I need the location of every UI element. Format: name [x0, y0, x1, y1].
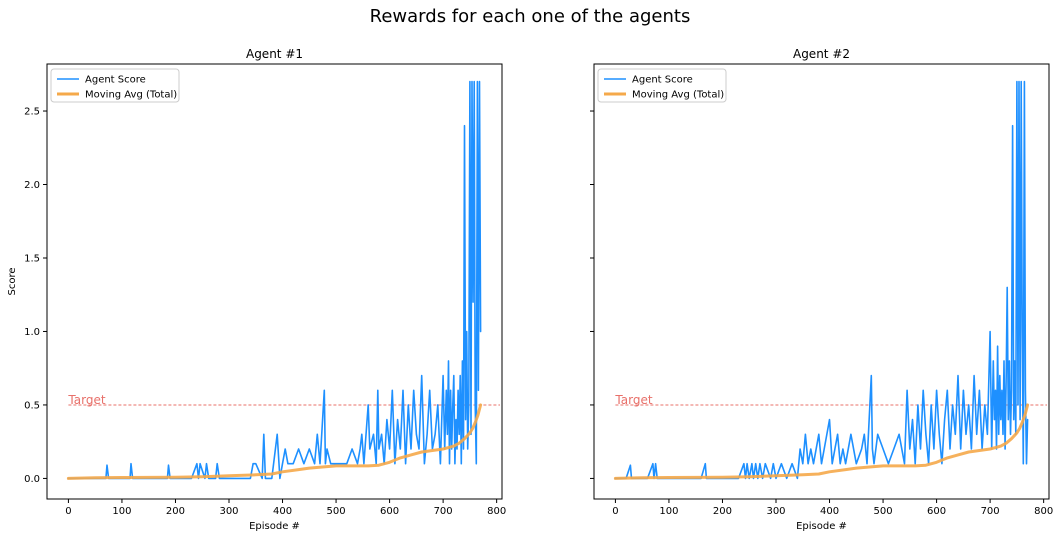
moving-avg-line [613, 403, 1030, 480]
y-tick-label: 0.0 [24, 474, 40, 485]
legend: Agent Score Moving Avg (Total) [50, 68, 180, 103]
x-tick-label: 500 [874, 506, 893, 517]
legend-label: Agent Score [632, 75, 693, 86]
plot-area [66, 80, 500, 480]
agent-score-line [67, 80, 482, 480]
x-tick-label: 200 [166, 506, 185, 517]
x-axis-label: Episode # [796, 521, 847, 532]
x-tick-label: 100 [659, 506, 678, 517]
x-tick-label: 100 [112, 506, 131, 517]
chart-panel-1: Agent #1 0 100 200 300 400 500 600 700 800 0.0 0.5 1… [7, 47, 506, 532]
y-tick-label: 2.0 [24, 180, 40, 191]
y-tick-label: 1.5 [24, 253, 40, 264]
plot-frame [46, 63, 503, 500]
target-label: Target [614, 393, 652, 407]
x-tick-label: 700 [434, 506, 453, 517]
x-tick-label: 600 [380, 506, 399, 517]
x-tick-label: 300 [766, 506, 785, 517]
chart-panel-2: Agent #2 0 100 200 300 400 500 600 700 800 Episode… [590, 47, 1053, 532]
x-axis-label: Episode # [249, 521, 300, 532]
x-tick-label: 0 [612, 506, 618, 517]
y-tick-label: 1.0 [24, 327, 40, 338]
x-tick-label: 300 [219, 506, 238, 517]
x-tick-label: 0 [65, 506, 71, 517]
x-tick-label: 800 [1034, 506, 1053, 517]
legend-label: Moving Avg (Total) [632, 90, 724, 101]
x-tick-label: 600 [927, 506, 946, 517]
moving-avg-line [66, 403, 483, 480]
x-tick-label: 400 [273, 506, 292, 517]
legend-label: Moving Avg (Total) [85, 90, 177, 101]
plot-frame [593, 63, 1050, 500]
plot-area [613, 80, 1047, 480]
legend-label: Agent Score [85, 75, 146, 86]
target-label: Target [67, 393, 105, 407]
y-tick-label: 0.5 [24, 400, 40, 411]
figure-title: Rewards for each one of the agents [370, 6, 691, 27]
x-tick-label: 400 [820, 506, 839, 517]
legend: Agent Score Moving Avg (Total) [597, 68, 727, 103]
x-tick-label: 700 [981, 506, 1000, 517]
legend-box [50, 68, 180, 103]
x-tick-label: 500 [327, 506, 346, 517]
x-tick-label: 800 [487, 506, 506, 517]
y-tick-label: 2.5 [24, 107, 40, 118]
legend-box [597, 68, 727, 103]
agent-score-line [614, 80, 1029, 480]
chart-title: Agent #2 [793, 47, 850, 61]
x-tick-label: 200 [713, 506, 732, 517]
y-axis-label: Score [7, 267, 18, 295]
chart-title: Agent #1 [246, 47, 303, 61]
